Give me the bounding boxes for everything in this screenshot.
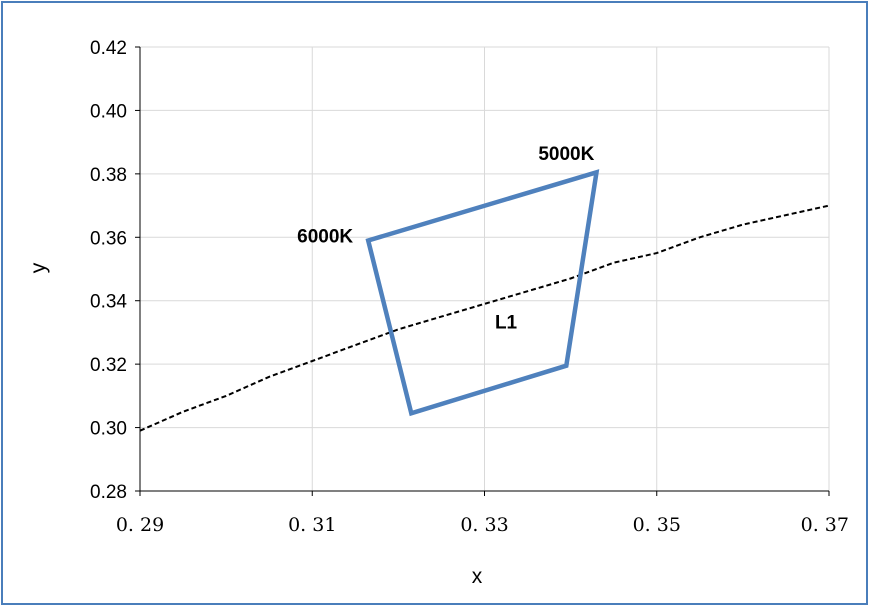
x-tick-label: 0. 31 xyxy=(288,514,336,536)
grid-lines xyxy=(140,46,830,491)
series-layer xyxy=(139,169,830,432)
x-tick-label: 0. 37 xyxy=(801,514,849,536)
y-axis-title: y xyxy=(27,262,50,273)
y-tick-label: 0.28 xyxy=(90,482,127,503)
x-tick-label: 0. 35 xyxy=(633,514,681,536)
x-tick-label: 0. 29 xyxy=(116,514,164,536)
axes: 0.28 0.30 0.32 0.34 0.36 0.38 0.40 0.42 0. 29 0. … xyxy=(90,38,849,536)
y-tick-label: 0.40 xyxy=(90,101,127,122)
labels-layer: 5000K 6000K L1 xyxy=(297,144,594,333)
y-tick-label: 0.38 xyxy=(90,165,127,186)
y-tick-label: 0.32 xyxy=(90,355,127,376)
y-tick-label: 0.30 xyxy=(90,419,127,440)
x-tick-label: 0. 33 xyxy=(460,514,508,536)
y-tick-label: 0.34 xyxy=(90,292,127,313)
annotation-label: 5000K xyxy=(538,144,594,165)
y-tick-label: 0.36 xyxy=(90,228,127,249)
region-polygon xyxy=(365,169,600,417)
annotation-label: 6000K xyxy=(297,227,353,248)
dashed-curve xyxy=(139,204,830,432)
annotation-label: L1 xyxy=(495,312,518,333)
y-tick-label: 0.42 xyxy=(90,38,127,59)
x-axis-title: x xyxy=(472,565,483,588)
